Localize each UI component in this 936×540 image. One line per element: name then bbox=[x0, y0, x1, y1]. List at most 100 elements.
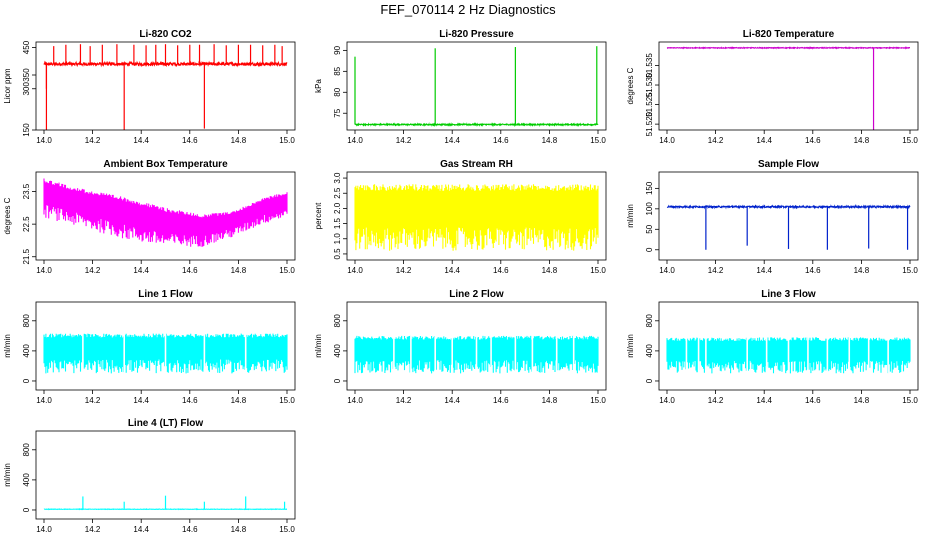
plot-frame bbox=[35, 430, 296, 520]
panel-title: Ambient Box Temperature bbox=[103, 159, 228, 170]
series-band bbox=[43, 178, 288, 247]
y-tick-label: 50 bbox=[645, 224, 654, 233]
panel-title: Li-820 Pressure bbox=[439, 29, 514, 40]
x-tick-label: 14.4 bbox=[133, 266, 149, 275]
y-tick-label: 0 bbox=[22, 507, 31, 512]
y-tick-label: 80 bbox=[333, 87, 342, 96]
y-tick-label: 800 bbox=[22, 443, 31, 457]
y-tick-label: 800 bbox=[333, 314, 342, 328]
x-tick-label: 14.6 bbox=[182, 136, 198, 145]
series-band bbox=[666, 337, 911, 374]
x-tick-label: 15.0 bbox=[590, 396, 606, 405]
x-tick-label: 15.0 bbox=[279, 396, 295, 405]
series-line bbox=[43, 60, 288, 68]
panel-6: Line 1 Flow ml/min 14.0 14.2 14.4 14.6 14.8 15.… bbox=[3, 289, 296, 405]
y-axis-label: ml/min bbox=[626, 204, 635, 228]
x-tick-label: 15.0 bbox=[902, 266, 918, 275]
plot-frame bbox=[346, 171, 607, 261]
panel-title: Gas Stream RH bbox=[440, 159, 513, 170]
x-tick-label: 14.4 bbox=[444, 136, 460, 145]
panel-title: Li-820 Temperature bbox=[743, 29, 835, 40]
plot-frame bbox=[658, 301, 919, 391]
x-tick-label: 14.2 bbox=[85, 396, 101, 405]
x-tick-label: 14.0 bbox=[36, 266, 52, 275]
x-tick-label: 14.6 bbox=[805, 266, 821, 275]
y-tick-label: 0.5 bbox=[333, 248, 342, 260]
y-axis-label: degrees C bbox=[3, 197, 12, 234]
series-band bbox=[43, 333, 288, 374]
x-tick-label: 14.8 bbox=[542, 396, 558, 405]
x-tick-label: 14.4 bbox=[756, 266, 772, 275]
x-tick-label: 14.4 bbox=[133, 136, 149, 145]
plot-frame bbox=[658, 41, 919, 131]
panel-4: Gas Stream RH percent 14.0 14.2 14.4 14.6 14.8… bbox=[314, 159, 607, 275]
x-tick-label: 14.8 bbox=[231, 525, 247, 534]
panel-7: Line 2 Flow ml/min 14.0 14.2 14.4 14.6 14.8 15.… bbox=[314, 289, 607, 405]
x-tick-label: 14.6 bbox=[182, 396, 198, 405]
y-axis-label: kPa bbox=[314, 79, 323, 93]
y-tick-label: 300 bbox=[22, 82, 31, 96]
y-tick-label: 150 bbox=[645, 181, 654, 195]
x-tick-label: 15.0 bbox=[590, 266, 606, 275]
y-tick-label: 800 bbox=[645, 314, 654, 328]
panel-title: Sample Flow bbox=[758, 159, 819, 170]
panel-title: Line 3 Flow bbox=[761, 289, 816, 300]
y-tick-label: 0 bbox=[645, 378, 654, 383]
series-line bbox=[354, 122, 599, 128]
x-tick-label: 14.2 bbox=[85, 266, 101, 275]
x-tick-label: 14.8 bbox=[542, 266, 558, 275]
x-tick-label: 14.6 bbox=[493, 136, 509, 145]
y-tick-label: 3.0 bbox=[333, 172, 342, 184]
x-tick-label: 14.4 bbox=[444, 266, 460, 275]
y-tick-label: 800 bbox=[22, 314, 31, 328]
y-tick-label: 450 bbox=[22, 40, 31, 54]
y-tick-label: 2.5 bbox=[333, 187, 342, 199]
y-tick-label: 51.525 bbox=[645, 92, 654, 117]
y-tick-label: 23.5 bbox=[22, 183, 31, 199]
x-tick-label: 14.8 bbox=[542, 136, 558, 145]
y-axis-label: degrees C bbox=[626, 67, 635, 104]
y-axis-label: percent bbox=[314, 202, 323, 229]
y-tick-label: 90 bbox=[333, 45, 342, 54]
plot-frame bbox=[346, 41, 607, 131]
x-tick-label: 14.2 bbox=[85, 525, 101, 534]
x-tick-label: 14.4 bbox=[133, 396, 149, 405]
x-tick-label: 14.0 bbox=[36, 396, 52, 405]
x-tick-label: 14.2 bbox=[396, 266, 412, 275]
plot-frame bbox=[35, 301, 296, 391]
x-tick-label: 14.6 bbox=[493, 396, 509, 405]
x-tick-label: 14.2 bbox=[396, 136, 412, 145]
y-tick-label: 350 bbox=[22, 68, 31, 82]
x-tick-label: 14.0 bbox=[659, 136, 675, 145]
y-tick-label: 51.530 bbox=[645, 72, 654, 97]
y-tick-label: 0 bbox=[645, 247, 654, 252]
plot-frame bbox=[35, 171, 296, 261]
x-tick-label: 14.4 bbox=[756, 396, 772, 405]
y-axis-label: ml/min bbox=[3, 463, 12, 487]
x-tick-label: 15.0 bbox=[279, 266, 295, 275]
x-tick-label: 14.6 bbox=[182, 266, 198, 275]
y-axis-label: ml/min bbox=[3, 334, 12, 358]
y-tick-label: 75 bbox=[333, 108, 342, 117]
y-tick-label: 400 bbox=[22, 344, 31, 358]
panel-1: Li-820 Pressure kPa 14.0 14.2 14.4 14.6 14.8 15… bbox=[314, 29, 607, 145]
y-tick-label: 400 bbox=[333, 344, 342, 358]
x-tick-label: 15.0 bbox=[279, 136, 295, 145]
y-tick-label: 51.520 bbox=[645, 111, 654, 136]
y-tick-label: 400 bbox=[645, 344, 654, 358]
x-tick-label: 14.2 bbox=[708, 136, 724, 145]
panel-title: Line 4 (LT) Flow bbox=[128, 418, 204, 429]
x-tick-label: 14.0 bbox=[659, 396, 675, 405]
series-line bbox=[666, 46, 910, 50]
x-tick-label: 14.0 bbox=[347, 136, 363, 145]
x-tick-label: 14.8 bbox=[231, 136, 247, 145]
x-tick-label: 14.8 bbox=[854, 136, 870, 145]
y-tick-label: 51.535 bbox=[645, 53, 654, 78]
x-tick-label: 14.4 bbox=[756, 136, 772, 145]
x-tick-label: 14.4 bbox=[444, 396, 460, 405]
x-tick-label: 15.0 bbox=[902, 396, 918, 405]
panel-5: Sample Flow ml/min 14.0 14.2 14.4 14.6 14.8 15.… bbox=[626, 159, 919, 275]
panel-8: Line 3 Flow ml/min 14.0 14.2 14.4 14.6 14.8 15.… bbox=[626, 289, 919, 405]
y-tick-label: 22.5 bbox=[22, 216, 31, 232]
x-tick-label: 14.0 bbox=[659, 266, 675, 275]
